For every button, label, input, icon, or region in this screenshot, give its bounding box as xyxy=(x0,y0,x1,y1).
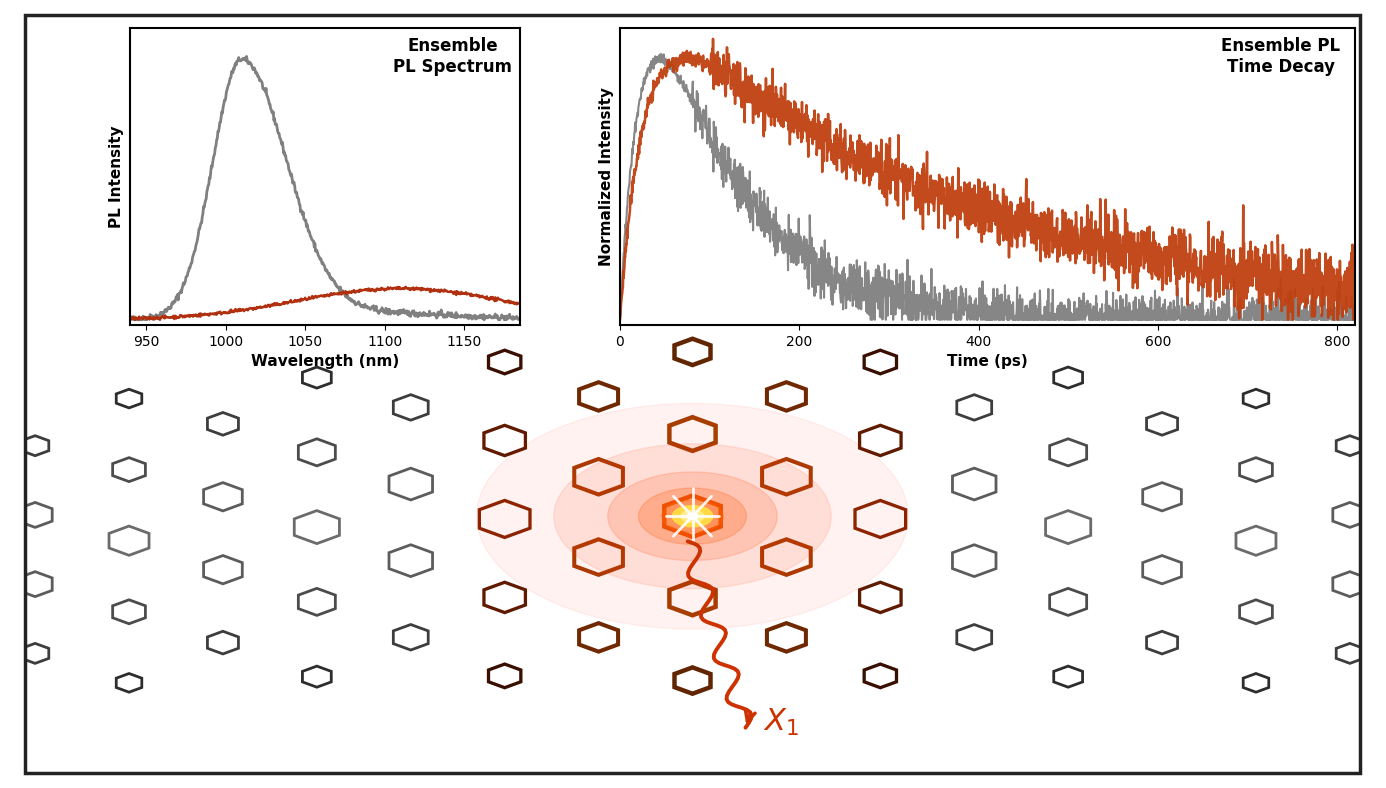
X-axis label: Time (ps): Time (ps) xyxy=(947,355,1028,370)
Text: Ensemble PL
Time Decay: Ensemble PL Time Decay xyxy=(1221,37,1340,76)
Ellipse shape xyxy=(661,500,723,533)
Text: $X_1$: $X_1$ xyxy=(762,707,798,738)
Ellipse shape xyxy=(554,444,832,589)
Ellipse shape xyxy=(607,472,778,560)
Ellipse shape xyxy=(678,508,708,524)
X-axis label: Wavelength (nm): Wavelength (nm) xyxy=(251,355,399,370)
Ellipse shape xyxy=(686,513,699,519)
Ellipse shape xyxy=(672,506,712,527)
Y-axis label: PL Intensity: PL Intensity xyxy=(109,125,125,228)
Text: Ensemble
PL Spectrum: Ensemble PL Spectrum xyxy=(394,37,513,76)
Ellipse shape xyxy=(681,510,704,522)
Ellipse shape xyxy=(639,488,747,545)
Y-axis label: Normalized Intensity: Normalized Intensity xyxy=(599,87,614,266)
Ellipse shape xyxy=(477,403,908,629)
